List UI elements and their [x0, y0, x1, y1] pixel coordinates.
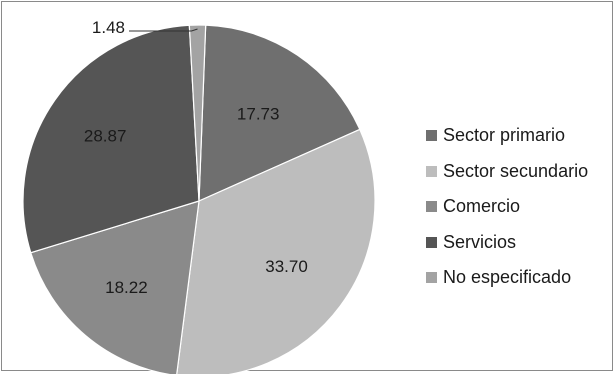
legend-item-no-especificado: No especificado [424, 260, 588, 296]
pie-slice-sector-secundario [176, 128, 376, 374]
pie-slices [22, 24, 376, 374]
legend-item-servicios: Servicios [424, 225, 588, 261]
chart-legend: Sector primario Sector secundario Comercio… [424, 118, 588, 296]
legend-label: Comercio [443, 196, 521, 217]
pie-slice-sector-primario [198, 24, 361, 202]
data-label-servicios: 28.87 [84, 127, 127, 146]
legend-swatch [426, 272, 437, 284]
pie-slice-comercio [30, 200, 200, 374]
data-label-no-especificado: 1.48 [92, 18, 125, 37]
pie-data-labels: 17.73 33.70 18.22 28.87 1.48 [84, 18, 308, 297]
legend-label: Sector secundario [443, 160, 589, 181]
legend-swatch [426, 130, 437, 142]
legend-swatch [426, 201, 437, 213]
data-label-sector-secundario: 33.70 [265, 257, 308, 276]
legend-label: Sector primario [443, 125, 566, 146]
pie-slice-no-especificado [188, 24, 207, 202]
legend-swatch [426, 165, 437, 177]
pie-slice-servicios [22, 24, 200, 254]
legend-item-comercio: Comercio [424, 189, 588, 225]
data-label-comercio: 18.22 [105, 278, 148, 297]
legend-item-sector-secundario: Sector secundario [424, 154, 588, 190]
legend-label: Servicios [443, 231, 517, 252]
legend-swatch [426, 236, 437, 248]
legend-item-sector-primario: Sector primario [424, 118, 588, 154]
data-label-sector-primario: 17.73 [237, 105, 280, 124]
legend-label: No especificado [443, 267, 572, 288]
leader-line-no-especificado [129, 28, 198, 32]
